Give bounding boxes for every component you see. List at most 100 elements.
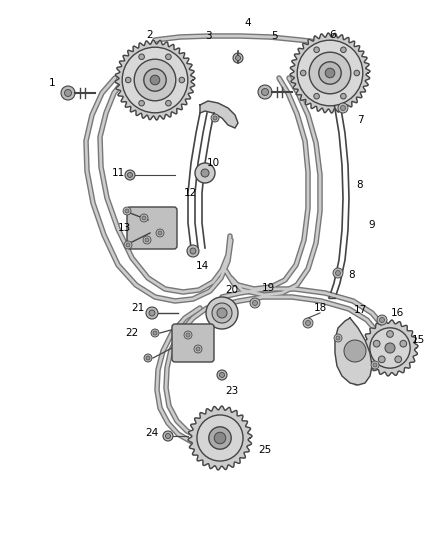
Circle shape xyxy=(219,373,225,377)
Text: 17: 17 xyxy=(353,305,367,315)
Text: 15: 15 xyxy=(411,335,424,345)
Text: 11: 11 xyxy=(111,168,125,178)
Circle shape xyxy=(146,356,150,360)
Circle shape xyxy=(145,238,149,242)
Circle shape xyxy=(144,354,152,362)
Circle shape xyxy=(305,320,311,326)
Circle shape xyxy=(190,248,196,254)
Circle shape xyxy=(139,100,145,106)
Text: 4: 4 xyxy=(245,18,251,28)
Circle shape xyxy=(344,340,366,362)
Text: 13: 13 xyxy=(117,223,131,233)
Circle shape xyxy=(377,315,387,325)
Polygon shape xyxy=(188,406,252,470)
Polygon shape xyxy=(115,40,195,120)
Circle shape xyxy=(212,303,232,323)
Circle shape xyxy=(184,331,192,339)
Circle shape xyxy=(250,298,260,308)
Circle shape xyxy=(166,100,171,106)
Circle shape xyxy=(201,169,209,177)
Circle shape xyxy=(379,318,385,322)
Circle shape xyxy=(217,370,227,380)
Circle shape xyxy=(214,432,226,444)
Circle shape xyxy=(196,347,200,351)
Circle shape xyxy=(187,245,199,257)
Text: 14: 14 xyxy=(195,261,208,271)
Circle shape xyxy=(333,268,343,278)
Text: 9: 9 xyxy=(369,220,375,230)
Circle shape xyxy=(125,209,129,213)
Circle shape xyxy=(158,231,162,235)
Text: 8: 8 xyxy=(357,180,363,190)
Circle shape xyxy=(354,70,360,76)
Circle shape xyxy=(127,173,133,177)
Circle shape xyxy=(150,75,160,85)
Circle shape xyxy=(309,52,351,94)
Circle shape xyxy=(209,427,231,449)
Circle shape xyxy=(395,356,402,362)
FancyBboxPatch shape xyxy=(127,207,177,249)
Circle shape xyxy=(385,343,395,353)
Circle shape xyxy=(122,47,188,113)
Circle shape xyxy=(314,93,319,99)
Circle shape xyxy=(140,214,148,222)
Text: 8: 8 xyxy=(349,270,355,280)
Circle shape xyxy=(233,53,243,63)
Text: 12: 12 xyxy=(184,188,197,198)
Circle shape xyxy=(144,69,166,91)
Circle shape xyxy=(370,328,410,368)
Circle shape xyxy=(300,70,306,76)
Circle shape xyxy=(194,345,202,353)
Circle shape xyxy=(143,236,151,244)
Text: 16: 16 xyxy=(390,308,404,318)
Circle shape xyxy=(341,47,346,53)
Polygon shape xyxy=(290,33,370,113)
Circle shape xyxy=(149,310,155,316)
Text: 20: 20 xyxy=(226,285,239,295)
Circle shape xyxy=(126,243,130,247)
Text: 23: 23 xyxy=(226,386,239,396)
Circle shape xyxy=(166,54,171,60)
Circle shape xyxy=(134,59,176,101)
Text: 24: 24 xyxy=(145,428,159,438)
Circle shape xyxy=(153,331,157,335)
Circle shape xyxy=(146,307,158,319)
Circle shape xyxy=(387,330,393,337)
Circle shape xyxy=(139,54,145,60)
Circle shape xyxy=(261,88,268,95)
Text: 10: 10 xyxy=(206,158,219,168)
Circle shape xyxy=(186,333,190,337)
Circle shape xyxy=(156,229,164,237)
Text: 6: 6 xyxy=(330,30,336,40)
Text: 19: 19 xyxy=(261,283,275,293)
Polygon shape xyxy=(362,320,418,376)
Circle shape xyxy=(319,62,341,84)
Circle shape xyxy=(163,431,173,441)
Text: 5: 5 xyxy=(272,31,278,41)
Circle shape xyxy=(340,106,346,110)
Text: 7: 7 xyxy=(357,115,363,125)
Circle shape xyxy=(151,329,159,337)
Circle shape xyxy=(314,47,319,53)
Circle shape xyxy=(61,86,75,100)
Circle shape xyxy=(166,433,170,439)
Circle shape xyxy=(123,207,131,215)
Circle shape xyxy=(125,77,131,83)
Circle shape xyxy=(252,301,258,305)
Circle shape xyxy=(378,356,385,362)
Circle shape xyxy=(142,216,146,220)
Text: 21: 21 xyxy=(131,303,145,313)
Circle shape xyxy=(371,361,379,369)
Circle shape xyxy=(236,55,240,61)
Text: 25: 25 xyxy=(258,445,272,455)
Circle shape xyxy=(338,103,348,113)
Text: 2: 2 xyxy=(147,30,153,40)
Circle shape xyxy=(195,163,215,183)
Polygon shape xyxy=(335,318,372,385)
Circle shape xyxy=(206,297,238,329)
Circle shape xyxy=(325,68,335,78)
Circle shape xyxy=(334,334,342,342)
Circle shape xyxy=(303,318,313,328)
Circle shape xyxy=(297,40,363,106)
FancyBboxPatch shape xyxy=(172,324,214,362)
